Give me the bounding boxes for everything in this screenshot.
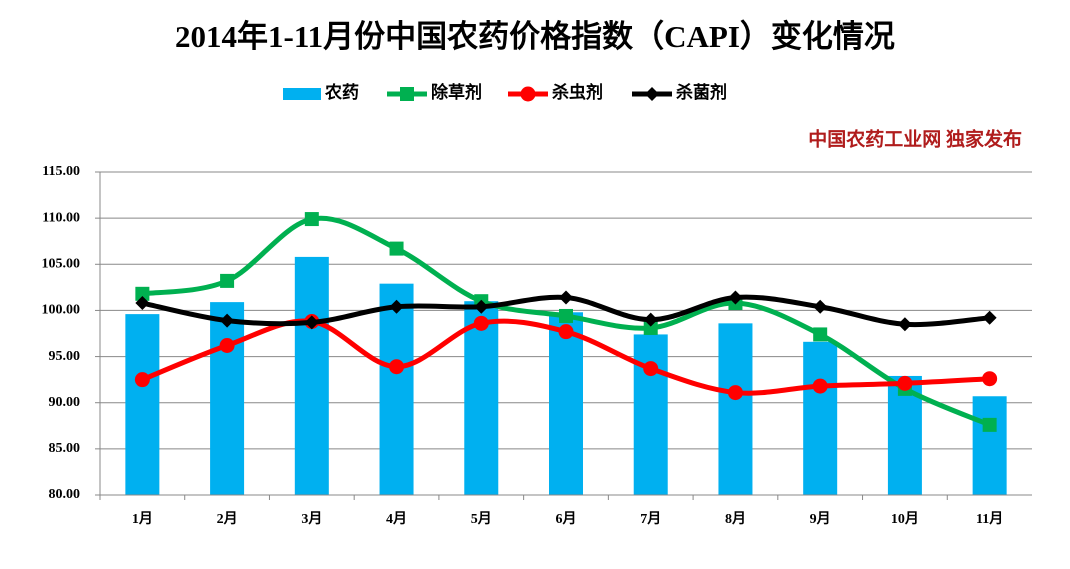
- legend-marker: [645, 87, 659, 101]
- x-tick-label: 5月: [471, 511, 492, 527]
- legend-swatch: [283, 88, 321, 100]
- y-tick-label: 85.00: [49, 441, 81, 456]
- legend-label: 杀菌剂: [676, 82, 727, 102]
- legend-label: 杀虫剂: [552, 82, 603, 102]
- bar: [125, 314, 160, 495]
- x-tick-label: 4月: [386, 511, 407, 527]
- legend-marker: [520, 86, 536, 102]
- x-tick-label: 9月: [810, 511, 831, 527]
- marker: [559, 290, 573, 305]
- marker: [304, 315, 319, 330]
- marker: [220, 313, 235, 328]
- chart-title: 2014年1-11月份中国农药价格指数（CAPI）变化情况: [175, 19, 895, 54]
- x-tick-label: 3月: [301, 511, 322, 527]
- marker: [304, 212, 319, 227]
- y-tick-label: 90.00: [49, 395, 81, 410]
- legend-label: 农药: [324, 82, 359, 102]
- bar: [549, 312, 583, 495]
- marker: [389, 359, 405, 375]
- legend-marker: [400, 87, 414, 101]
- marker: [135, 286, 150, 301]
- marker: [389, 241, 404, 256]
- bar: [210, 302, 245, 495]
- x-tick-label: 2月: [217, 511, 238, 527]
- legend-label: 除草剂: [431, 82, 482, 102]
- x-tick-label: 8月: [725, 511, 746, 527]
- marker: [982, 417, 997, 432]
- marker: [558, 324, 574, 340]
- marker: [219, 337, 235, 353]
- marker: [727, 385, 743, 401]
- marker: [813, 327, 828, 342]
- marker: [813, 299, 828, 314]
- marker: [473, 315, 489, 331]
- bar: [294, 256, 329, 495]
- marker: [897, 375, 913, 391]
- marker: [220, 273, 235, 288]
- bar: [718, 323, 753, 495]
- marker: [643, 320, 658, 335]
- marker: [474, 299, 489, 314]
- y-tick-label: 100.00: [42, 303, 81, 318]
- y-tick-label: 110.00: [42, 210, 80, 225]
- annotation: 中国农药工业网 独家发布: [808, 127, 1022, 150]
- y-tick-label: 105.00: [42, 257, 81, 272]
- marker: [559, 308, 573, 323]
- marker: [982, 371, 998, 387]
- marker: [643, 312, 658, 327]
- x-tick-label: 11月: [976, 511, 1003, 527]
- y-tick-label: 95.00: [49, 349, 81, 364]
- marker: [897, 317, 912, 332]
- bar: [464, 301, 499, 495]
- x-tick-label: 7月: [640, 511, 661, 527]
- bar: [633, 334, 668, 495]
- marker: [982, 310, 997, 325]
- marker: [134, 372, 150, 388]
- bar: [972, 396, 1007, 495]
- marker: [135, 296, 150, 311]
- y-tick-label: 115.00: [42, 164, 80, 179]
- x-tick-label: 1月: [132, 511, 153, 527]
- bar: [803, 341, 838, 495]
- x-tick-label: 10月: [891, 511, 919, 527]
- x-tick-label: 6月: [556, 511, 577, 527]
- marker: [812, 378, 828, 394]
- marker: [728, 290, 743, 305]
- marker: [643, 361, 659, 377]
- bar: [379, 283, 414, 495]
- marker: [389, 299, 404, 314]
- y-tick-label: 80.00: [49, 487, 81, 502]
